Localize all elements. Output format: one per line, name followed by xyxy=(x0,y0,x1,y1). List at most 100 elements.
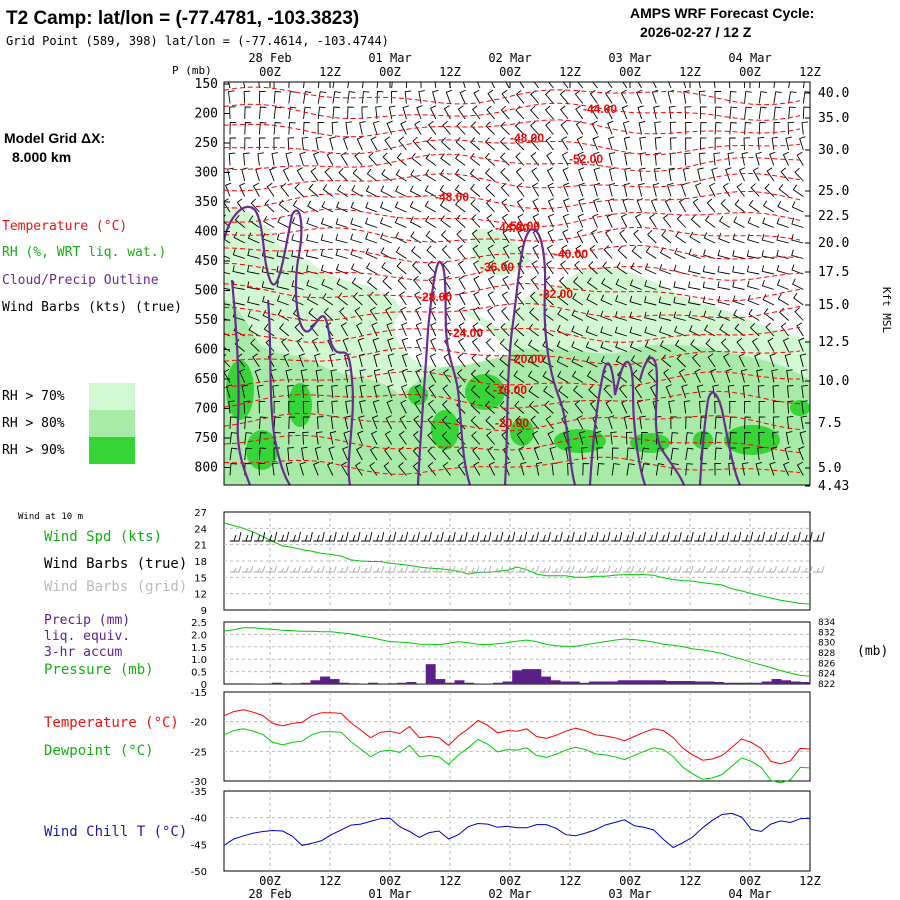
wind-barb xyxy=(720,338,731,352)
wind-barb xyxy=(296,167,304,182)
wind-barb xyxy=(387,384,394,399)
wind-barb xyxy=(376,82,379,89)
wind-barb xyxy=(292,200,304,213)
wind-barb xyxy=(644,296,657,306)
wind-barb xyxy=(773,82,776,89)
precip-bar xyxy=(761,681,772,684)
wind-barb xyxy=(787,400,794,414)
wind-barb xyxy=(232,265,245,275)
wind-barb xyxy=(788,82,791,89)
wind-barb xyxy=(683,400,691,414)
wind-barb xyxy=(576,229,584,244)
wind-barb xyxy=(373,353,380,368)
wind-barb xyxy=(472,306,481,321)
wind-barb xyxy=(688,265,701,275)
legend-wind-barbs-grid: Wind Barbs (grid) xyxy=(44,579,187,595)
wind-barb xyxy=(455,137,466,151)
legend-temperature-sfc: Temperature (°C) xyxy=(44,715,179,731)
rh80-swatch xyxy=(89,410,135,437)
wind-barb xyxy=(365,185,378,197)
wind-barb xyxy=(500,183,510,197)
wind-barb xyxy=(440,230,451,244)
wind-barb xyxy=(776,234,789,244)
wind-barb xyxy=(727,384,735,399)
wind-barb xyxy=(252,182,260,197)
wind-barb xyxy=(484,152,495,166)
wind-barb xyxy=(369,461,378,476)
wind-barb xyxy=(229,416,237,430)
wind-barb xyxy=(623,136,631,151)
wind-barb xyxy=(330,369,337,383)
surface-wind-barb-true xyxy=(289,531,301,542)
top-hour-label: 00Z xyxy=(739,65,761,79)
wind-barb xyxy=(440,215,451,228)
wind-barb xyxy=(796,461,804,476)
cloud-outline-7 xyxy=(638,356,686,485)
wind-barb xyxy=(487,260,495,275)
pressure-axis-label: P (mb) xyxy=(172,64,212,77)
wind-barb xyxy=(442,260,451,275)
wind-barb xyxy=(546,244,554,259)
precip-bar xyxy=(617,680,628,684)
wind-barb xyxy=(273,82,275,89)
precip-bar xyxy=(435,679,446,684)
wind-barb xyxy=(515,167,525,182)
wind-barb xyxy=(762,217,775,228)
wind-barb xyxy=(689,231,701,244)
wind-barb xyxy=(676,353,687,368)
wind-barb xyxy=(561,136,569,151)
precip-bar xyxy=(637,680,647,684)
wind-barb xyxy=(644,311,657,321)
wind-barb xyxy=(244,106,252,120)
pressure-tick-label: 350 xyxy=(195,195,218,210)
wind-barb xyxy=(273,416,281,430)
wind-barb xyxy=(472,244,481,259)
wind-barb xyxy=(224,318,231,321)
wind-barb xyxy=(329,353,336,368)
top-hour-label: 12Z xyxy=(679,65,701,79)
bottom-hour-label: 12Z xyxy=(439,874,461,888)
wind-barb xyxy=(752,167,760,182)
wind-panel-title: Wind at 10 m xyxy=(18,512,83,522)
wind-barb xyxy=(571,370,584,383)
wind-barb xyxy=(758,106,767,120)
wind-barb xyxy=(592,136,599,151)
wind-barb xyxy=(653,167,661,182)
wind-barb xyxy=(785,431,793,445)
wind-barb xyxy=(473,291,481,306)
wind-barb xyxy=(603,245,613,259)
wind-barb xyxy=(264,199,275,213)
wind-barb xyxy=(746,265,760,275)
wind-barb xyxy=(606,213,613,228)
wind-barb xyxy=(647,369,657,383)
wind-barb xyxy=(634,384,642,399)
precip-bar xyxy=(396,682,407,684)
wind-barb xyxy=(630,262,642,275)
wind-barb xyxy=(529,291,540,306)
wind-barb xyxy=(688,281,701,290)
wind-barb xyxy=(415,306,422,321)
wind-barb xyxy=(559,400,569,414)
wind-barb xyxy=(501,89,510,104)
wind-barb xyxy=(442,384,451,399)
surface-wind-barb-true xyxy=(575,531,587,542)
y-tick-label: -20 xyxy=(191,718,207,729)
precip-bar xyxy=(569,681,580,684)
wind-barb xyxy=(317,82,320,89)
wind-barb xyxy=(384,446,393,461)
top-hour-label: 00Z xyxy=(499,65,521,79)
wind-barb xyxy=(514,136,525,151)
wind-barb xyxy=(279,323,290,337)
wind-barb xyxy=(317,122,325,135)
wind-barb xyxy=(355,446,363,461)
wind-barb xyxy=(606,105,613,120)
wind-barb xyxy=(515,152,525,166)
bottom-hour-label: 00Z xyxy=(379,874,401,888)
wind-barb xyxy=(400,306,407,321)
wind-barb xyxy=(767,337,775,352)
isotherm-label: -44.00 xyxy=(583,102,617,116)
wind-barb xyxy=(755,461,763,476)
wind-chill-line xyxy=(223,812,811,849)
wind-barb xyxy=(416,105,423,120)
model-grid-value: 8.000 km xyxy=(12,149,71,165)
